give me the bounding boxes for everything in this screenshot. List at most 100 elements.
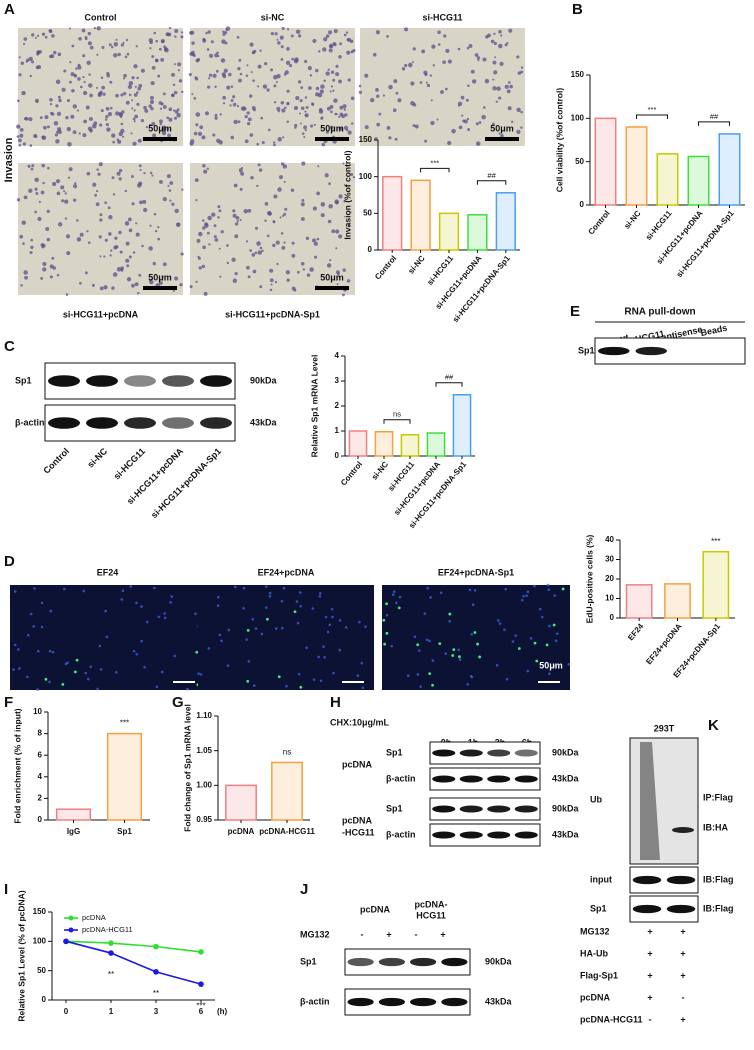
image-label: si-NC	[261, 12, 285, 22]
edu-nucleus	[382, 618, 386, 622]
cell	[393, 79, 398, 84]
blot-frame	[594, 337, 746, 365]
cell	[86, 60, 91, 66]
cell	[85, 105, 90, 110]
cell	[80, 85, 83, 89]
band	[459, 805, 483, 813]
cell	[168, 26, 172, 30]
cell	[335, 72, 340, 77]
nucleus	[356, 674, 360, 677]
nucleus	[104, 609, 107, 613]
cell	[214, 53, 219, 58]
cell	[326, 106, 331, 111]
band	[48, 417, 80, 429]
band	[162, 375, 194, 387]
micrograph	[190, 163, 355, 295]
cell	[102, 92, 106, 96]
cell	[65, 293, 69, 296]
x-tick-label: Sp1	[117, 827, 132, 836]
nucleus	[36, 688, 39, 691]
cell	[272, 243, 276, 248]
cell	[174, 276, 179, 281]
cell	[176, 113, 181, 118]
blot-frame	[429, 767, 541, 791]
nucleus	[96, 687, 99, 691]
band	[514, 775, 538, 783]
point	[153, 943, 159, 950]
cell	[228, 72, 232, 77]
nucleus	[197, 672, 200, 675]
x-tick-label: si-HCG11+pcDNA-Sp1	[451, 253, 512, 324]
y-tick-label: 0	[42, 995, 47, 1004]
cell	[429, 74, 432, 77]
cell	[250, 71, 253, 74]
cell	[207, 77, 211, 80]
nucleus	[324, 615, 328, 619]
nucleus	[216, 604, 220, 607]
panel-letter: C	[4, 338, 15, 355]
cell	[311, 102, 315, 106]
significance: ***	[711, 537, 720, 546]
cell	[205, 32, 208, 35]
cell	[169, 199, 172, 202]
cell	[57, 52, 62, 57]
cell	[251, 252, 256, 257]
cell	[342, 162, 345, 165]
cell	[98, 162, 103, 167]
cell	[207, 215, 212, 221]
cell	[47, 166, 50, 170]
cell	[154, 229, 158, 233]
cell	[494, 56, 497, 59]
point	[198, 949, 204, 955]
cell	[16, 124, 21, 129]
cell	[496, 86, 501, 91]
cell	[214, 116, 218, 120]
cell	[148, 246, 153, 251]
cell	[143, 105, 147, 110]
cell	[230, 98, 234, 102]
cell	[36, 52, 40, 56]
x-tick-label: si-HCG11+pcDNA-Sp1	[675, 208, 736, 279]
band	[347, 957, 374, 967]
nucleus	[398, 595, 402, 599]
cell	[150, 106, 154, 111]
cell	[358, 90, 363, 95]
cell	[347, 224, 351, 227]
cell	[181, 31, 184, 34]
y-tick-label: 1.00	[196, 780, 212, 789]
cell	[235, 216, 240, 220]
cell	[394, 137, 398, 141]
sign: -	[682, 992, 685, 1002]
cell	[498, 43, 503, 49]
row-label: Invasion	[3, 137, 15, 182]
cell	[44, 35, 48, 39]
x-tick-label: si-HCG11	[425, 253, 455, 286]
ib-label: IB:Flag	[703, 874, 734, 884]
cell	[215, 69, 219, 73]
x-tick-label: pcDNA	[228, 827, 255, 836]
cell	[87, 241, 91, 245]
cell	[300, 106, 305, 110]
cell	[173, 116, 178, 120]
cell	[162, 197, 167, 202]
cell	[238, 168, 243, 173]
cell	[97, 172, 101, 176]
cell	[275, 240, 280, 245]
cell	[286, 120, 290, 124]
panel-letter: J	[300, 881, 308, 898]
cell	[300, 202, 305, 207]
cell	[174, 28, 179, 33]
cell	[325, 130, 329, 134]
cell	[256, 184, 259, 188]
cell	[277, 187, 282, 192]
cell	[174, 35, 177, 38]
cell	[195, 123, 199, 127]
nucleus	[426, 586, 430, 590]
cell	[30, 238, 34, 242]
cell	[78, 36, 82, 41]
cell	[334, 199, 339, 204]
cell	[143, 171, 146, 175]
band	[378, 997, 405, 1007]
cell	[64, 192, 67, 195]
cell	[31, 164, 35, 168]
